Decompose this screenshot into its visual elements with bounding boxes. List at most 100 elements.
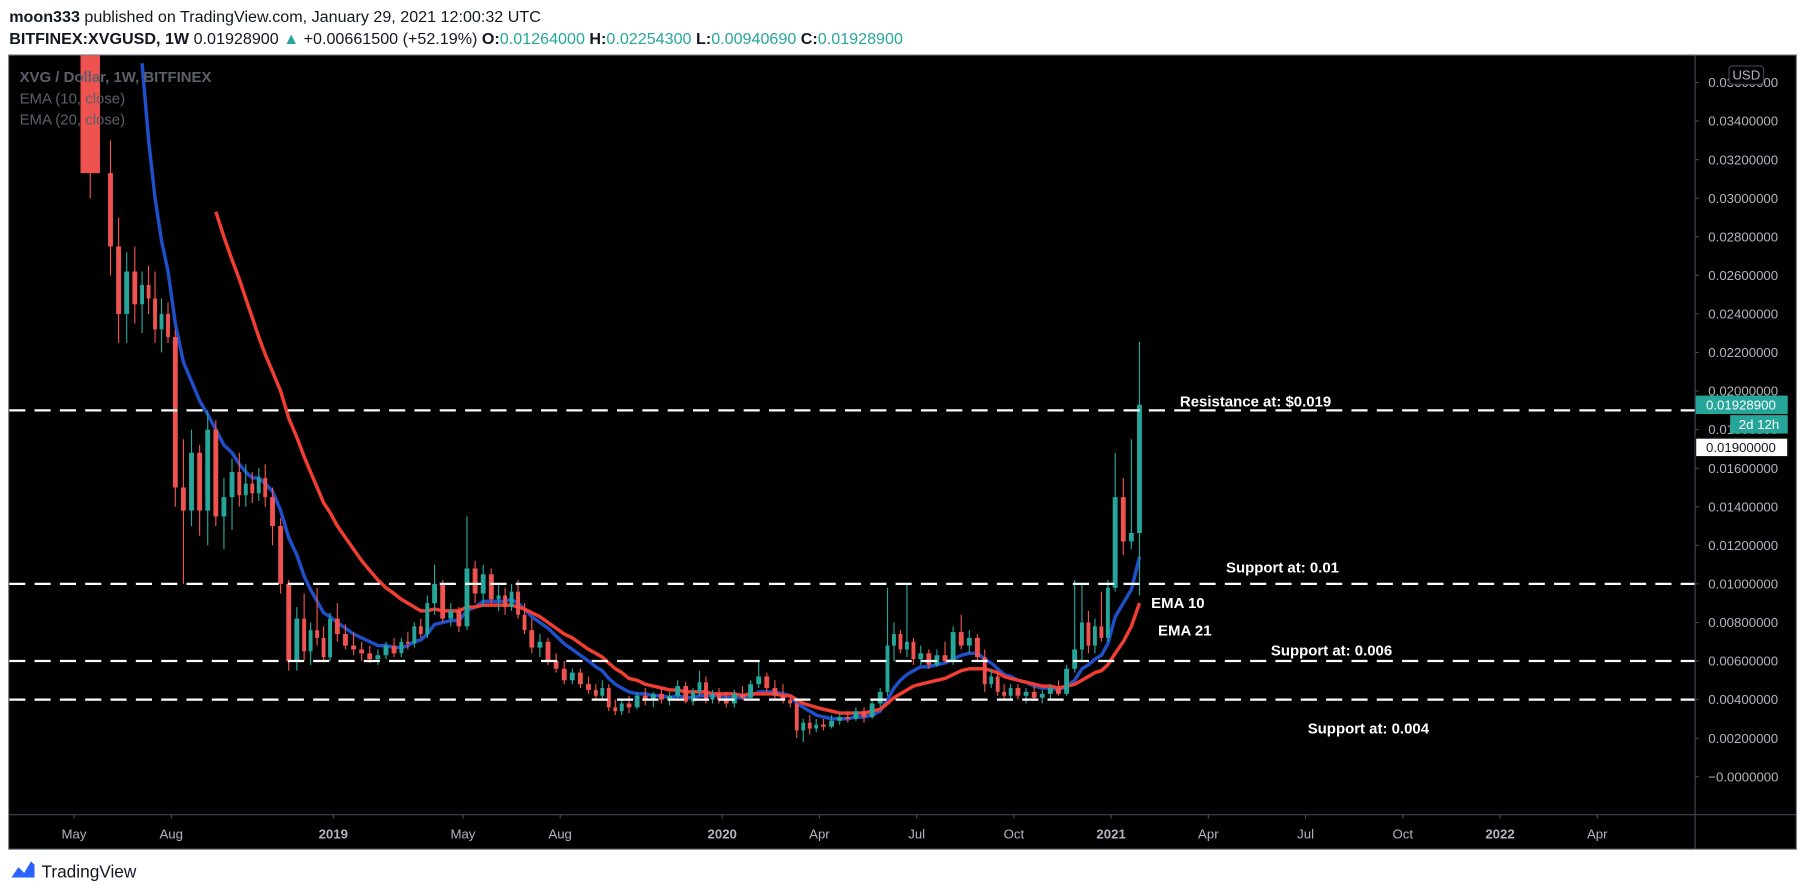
candle-body	[837, 716, 843, 721]
open: 0.01264000	[500, 30, 585, 48]
candle-body	[553, 661, 559, 669]
candle-body	[263, 477, 268, 498]
candle-body	[911, 641, 916, 660]
y-tick-label: −0.0000000	[1708, 769, 1778, 784]
candle-body	[509, 591, 514, 608]
candle-body	[197, 452, 203, 511]
publisher: moon333	[9, 8, 80, 26]
candle-body	[593, 689, 598, 696]
chart-panel	[8, 54, 1797, 850]
candle-body	[256, 477, 261, 494]
candle-body	[166, 313, 170, 338]
candle-body	[1015, 688, 1021, 696]
candle-body	[343, 634, 348, 646]
candle-body	[1056, 688, 1061, 694]
quote-line: BITFINEX:XVGUSD, 1W 0.01928900 ▲ +0.0066…	[9, 30, 903, 48]
candle-body	[877, 691, 883, 704]
candle-body	[958, 632, 964, 646]
candle-body	[1128, 532, 1134, 542]
annotation: EMA 21	[1158, 623, 1211, 640]
x-tick-label: 2019	[319, 826, 348, 841]
candle-body	[334, 618, 340, 635]
candle-body	[1047, 688, 1053, 694]
y-tick-label: 0.02000000	[1708, 384, 1778, 399]
candle-body	[756, 676, 762, 685]
candle-body	[1064, 668, 1069, 694]
candle-body	[1086, 622, 1091, 646]
candle-body	[496, 595, 501, 600]
candle-body	[989, 676, 994, 685]
legend-entry: EMA (20, close)	[20, 112, 126, 129]
candle-body	[1080, 622, 1084, 650]
low-label: L:	[696, 30, 711, 48]
candle-body	[1137, 404, 1142, 533]
close-label: C:	[801, 30, 818, 48]
candle-body	[748, 684, 754, 698]
candle-body	[675, 686, 681, 696]
candle-body	[861, 711, 867, 717]
candle-body	[1112, 497, 1118, 588]
brand-logo	[11, 861, 35, 878]
candle-body	[315, 630, 320, 638]
candle-body	[472, 568, 478, 594]
x-tick-label: Oct	[1393, 826, 1414, 841]
brand: TradingView	[41, 861, 136, 881]
candle-body	[1099, 626, 1104, 638]
candle-body	[522, 614, 527, 631]
y-tick-label: 0.02400000	[1708, 307, 1778, 322]
legend-entry: XVG / Dollar, 1W, BITFINEX	[20, 69, 212, 86]
candle-body	[440, 583, 446, 619]
high: 0.02254300	[606, 30, 691, 48]
candle-body	[600, 688, 605, 696]
candle-body	[642, 695, 648, 700]
symbol: BITFINEX:XVGUSD, 1W	[9, 30, 190, 48]
candle-body	[116, 246, 122, 314]
countdown-box	[1730, 415, 1788, 434]
y-tick-label: 0.01000000	[1708, 577, 1778, 592]
candle-body	[399, 641, 404, 654]
candle-body	[425, 603, 430, 635]
x-tick-label: May	[450, 826, 475, 841]
candle-body	[375, 655, 381, 660]
candle-body	[124, 271, 130, 314]
candle-body	[942, 655, 948, 662]
change: +0.00661500 (+52.19%)	[304, 30, 478, 48]
candle-body	[545, 641, 551, 662]
y-tick-label: 0.02200000	[1708, 345, 1778, 360]
x-tick-label: May	[62, 826, 87, 841]
candle-body	[132, 271, 138, 305]
candle-body	[704, 682, 708, 700]
candle-body	[308, 630, 313, 652]
candle-body	[359, 649, 365, 654]
candle-body	[367, 653, 373, 660]
candle-body	[448, 610, 454, 619]
candle-body	[286, 583, 292, 662]
y-tick-label: 0.00800000	[1708, 615, 1778, 630]
candle-body	[391, 645, 397, 654]
candle-body	[243, 483, 248, 496]
candle-body	[966, 637, 972, 646]
candle-body	[905, 641, 909, 650]
y-tick-label: 0.03200000	[1708, 152, 1778, 167]
legend-entry: EMA (10, close)	[20, 90, 126, 107]
candle-body	[488, 574, 494, 600]
candle-body	[764, 676, 770, 689]
candle-body	[626, 703, 632, 708]
candle-body	[278, 526, 284, 584]
candle-body	[577, 672, 583, 685]
candle-body	[302, 618, 307, 652]
x-tick-label: Aug	[159, 826, 183, 841]
candle-body	[1105, 587, 1110, 638]
candle-body	[140, 285, 145, 305]
candle-body	[1072, 649, 1078, 669]
candle-body	[683, 686, 689, 702]
candle-body	[697, 682, 702, 692]
candle-body	[995, 676, 1000, 692]
candle-body	[586, 684, 591, 690]
candle-body	[794, 703, 799, 731]
candle-body	[561, 668, 567, 681]
candle-body	[1092, 626, 1097, 646]
candle-body	[237, 472, 242, 496]
candle-body	[1023, 691, 1029, 696]
close: 0.01928900	[818, 30, 903, 48]
